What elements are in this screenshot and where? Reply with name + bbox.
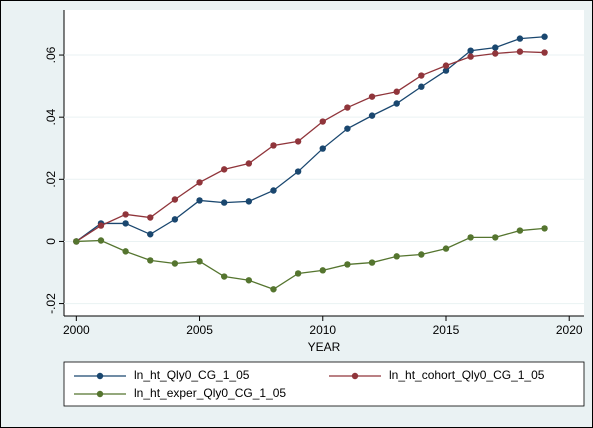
- data-point: [418, 251, 425, 258]
- data-point: [344, 104, 351, 111]
- data-point: [122, 211, 129, 218]
- plot-area: [64, 10, 584, 316]
- data-point: [294, 270, 302, 277]
- data-point: [171, 196, 179, 203]
- data-point: [245, 277, 253, 284]
- data-point: [97, 222, 105, 229]
- x-tick-label: 2010: [309, 323, 336, 337]
- data-point: [418, 83, 425, 90]
- data-point: [196, 197, 203, 204]
- data-point: [368, 112, 376, 119]
- x-tick-label: 2020: [556, 323, 583, 337]
- y-tick-label: -.02: [44, 293, 58, 314]
- legend-marker: [96, 390, 104, 398]
- data-point: [516, 227, 524, 234]
- data-point: [220, 199, 228, 206]
- y-tick-label: .04: [44, 109, 58, 126]
- legend-marker: [96, 372, 104, 380]
- data-point: [368, 93, 376, 100]
- data-point: [442, 62, 450, 69]
- data-point: [492, 44, 499, 51]
- data-point: [492, 50, 499, 57]
- x-axis-label: YEAR: [308, 340, 341, 354]
- data-point: [196, 258, 203, 265]
- data-point: [467, 47, 474, 54]
- legend-label: ln_ht_Qly0_CG_1_05: [134, 368, 250, 382]
- data-point: [122, 220, 129, 227]
- x-tick-label: 2000: [63, 323, 90, 337]
- data-point: [147, 257, 154, 264]
- data-point: [319, 145, 326, 152]
- data-point: [541, 225, 548, 232]
- legend-label: ln_ht_cohort_Qly0_CG_1_05: [389, 368, 545, 382]
- data-point: [319, 267, 326, 274]
- data-point: [344, 261, 351, 268]
- data-point: [516, 35, 524, 42]
- data-point: [418, 72, 425, 79]
- data-point: [492, 234, 499, 241]
- data-point: [97, 237, 105, 244]
- data-point: [442, 245, 450, 252]
- data-point: [270, 286, 277, 293]
- data-point: [442, 67, 450, 74]
- data-point: [541, 33, 548, 40]
- data-point: [220, 273, 228, 280]
- data-point: [393, 88, 400, 95]
- data-point: [171, 260, 179, 267]
- data-point: [541, 49, 548, 56]
- legend-marker: [351, 372, 359, 380]
- data-point: [196, 179, 203, 186]
- series-line: [75, 50, 545, 242]
- data-point: [467, 53, 474, 60]
- data-point: [147, 231, 154, 238]
- data-point: [73, 238, 80, 245]
- data-point: [147, 214, 154, 221]
- data-point: [319, 118, 326, 125]
- data-point: [245, 198, 253, 205]
- data-point: [393, 100, 400, 107]
- data-point: [294, 138, 302, 145]
- data-point: [270, 187, 277, 194]
- data-point: [220, 166, 228, 173]
- data-point: [368, 259, 376, 266]
- legend-label: ln_ht_exper_Qly0_CG_1_05: [134, 386, 286, 400]
- data-point: [270, 142, 277, 149]
- x-tick-label: 2005: [186, 323, 213, 337]
- data-point: [171, 216, 179, 223]
- data-point: [122, 248, 129, 255]
- y-tick-label: .02: [44, 171, 58, 188]
- data-point: [344, 125, 351, 132]
- data-point: [294, 168, 302, 175]
- series-line: [75, 36, 545, 242]
- legend: [63, 361, 585, 407]
- series-line: [76, 227, 545, 291]
- x-tick-label: 2015: [433, 323, 460, 337]
- data-point: [245, 160, 253, 167]
- data-point: [393, 253, 400, 260]
- y-tick-label: .06: [44, 46, 58, 63]
- data-point: [467, 234, 474, 241]
- data-point: [516, 48, 524, 55]
- y-tick-label: 0: [44, 238, 58, 245]
